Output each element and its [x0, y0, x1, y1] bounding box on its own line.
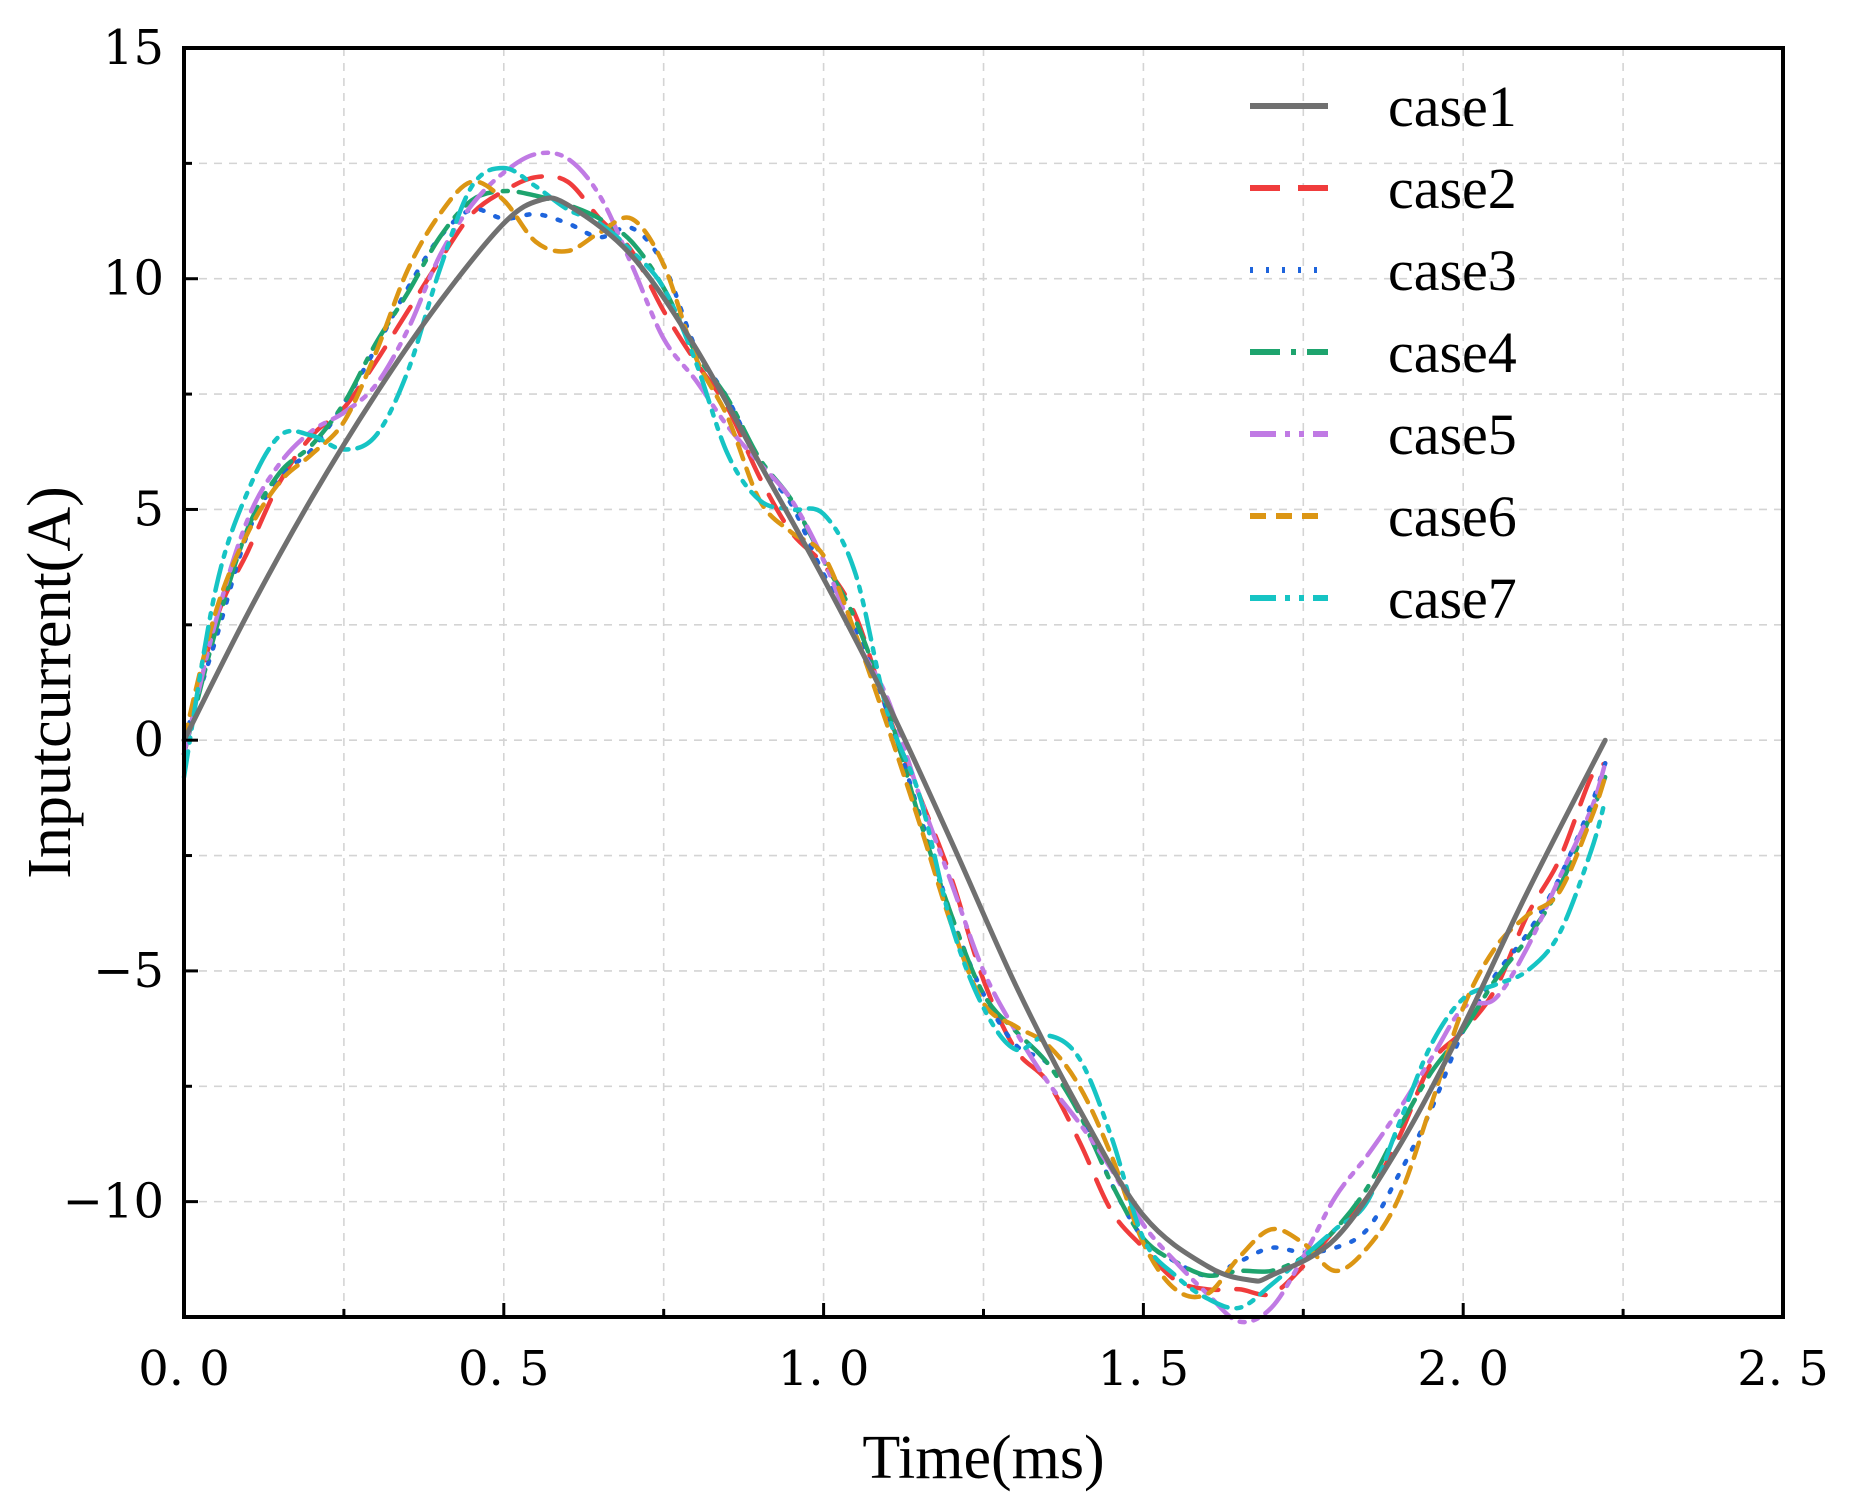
tick-layer	[182, 46, 1785, 1319]
legend: case1 case2 case3 case4 case5 case6 case7	[1250, 74, 1517, 631]
legend-label-case3: case3	[1388, 238, 1517, 303]
y-tick-label: 10	[103, 251, 164, 307]
legend-label-case4: case4	[1388, 320, 1517, 385]
label-layer: 0. 0 0. 5 1. 0 1. 5 2. 0 2. 5 −10 −5 0 5 10 15	[63, 20, 1829, 1397]
x-tick-label: 1. 0	[778, 1341, 870, 1397]
x-tick-label: 0. 0	[138, 1341, 230, 1397]
y-tick-label: −5	[93, 943, 164, 999]
x-tick-label: 1. 5	[1098, 1341, 1190, 1397]
y-tick-label: 15	[103, 20, 164, 76]
series-line-case6	[181, 179, 1608, 1300]
x-axis-title: Time(ms)	[862, 1424, 1104, 1492]
legend-label-case1: case1	[1388, 74, 1517, 139]
grid-layer	[184, 48, 1783, 1317]
x-tick-label: 0. 5	[458, 1341, 550, 1397]
y-tick-label: 5	[133, 481, 164, 537]
legend-label-case7: case7	[1388, 566, 1517, 631]
series-layer	[181, 150, 1608, 1325]
series-line-case4	[181, 188, 1608, 1279]
x-tick-label: 2. 5	[1737, 1341, 1829, 1397]
legend-label-case6: case6	[1388, 484, 1517, 549]
legend-label-case5: case5	[1388, 402, 1517, 467]
x-tick-label: 2. 0	[1417, 1341, 1509, 1397]
y-tick-label: 0	[133, 712, 164, 768]
y-tick-label: −10	[63, 1174, 164, 1230]
y-axis-title: Inputcurrent(A)	[16, 486, 84, 879]
series-line-case1	[181, 195, 1608, 1284]
legend-label-case2: case2	[1388, 156, 1517, 221]
